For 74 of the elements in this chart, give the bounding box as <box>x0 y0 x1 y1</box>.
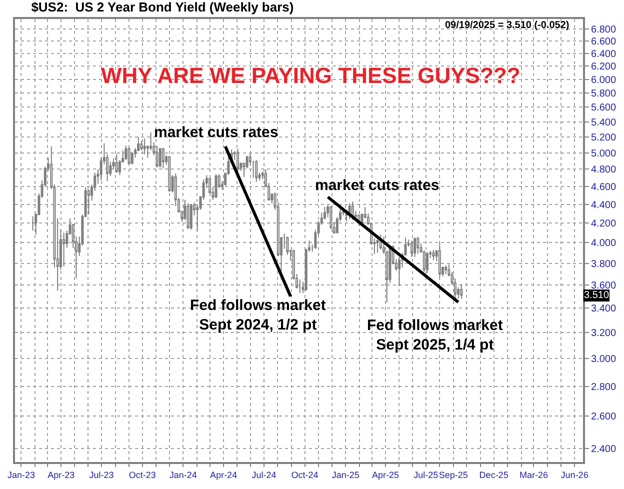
candlestick <box>330 206 332 230</box>
y-tick-label: 6.400 <box>591 48 616 60</box>
y-tick-label: 6.800 <box>591 24 616 36</box>
y-tick-label: 3.000 <box>591 354 616 365</box>
y-tick-label: 3.200 <box>591 328 616 339</box>
candlestick <box>162 147 164 169</box>
annotation: market cuts rates <box>315 177 440 194</box>
y-tick-label: 2.600 <box>591 412 616 423</box>
x-tick-label: Oct-23 <box>128 470 156 480</box>
y-tick-label: 5.200 <box>591 132 616 144</box>
x-tick-label: Apr-24 <box>210 470 238 480</box>
y-tick-label: 3.400 <box>591 304 616 315</box>
x-tick-label: Jul-24 <box>252 470 276 480</box>
chart-title: $US2: US 2 Year Bond Yield (Weekly bars) <box>31 0 294 15</box>
y-tick-label: 6.600 <box>591 36 616 48</box>
x-tick-label: Apr-23 <box>48 470 75 480</box>
candlestick <box>438 243 441 278</box>
candlestick <box>31 216 34 232</box>
annotation: market cuts rates <box>154 124 278 141</box>
candlestick <box>398 256 401 287</box>
x-tick-label: Jan-24 <box>169 470 197 480</box>
y-tick-label: 6.000 <box>591 74 616 86</box>
candlestick <box>416 236 420 254</box>
candlestick <box>414 237 416 258</box>
x-tick-label: Apr-25 <box>372 470 400 480</box>
candlestick <box>140 140 143 151</box>
candlestick <box>143 138 146 155</box>
x-tick-label: Jul-25 <box>414 470 438 480</box>
candlestick <box>410 240 413 258</box>
y-tick-label: 5.800 <box>591 88 616 100</box>
x-tick-label: Sep-25 <box>438 470 468 480</box>
x-tick-label: Mar-26 <box>519 470 548 480</box>
candlestick <box>130 151 134 165</box>
y-tick-label: 3.800 <box>591 258 616 270</box>
annotation: WHY ARE WE PAYING THESE GUYS??? <box>101 63 520 88</box>
y-tick-label: 5.400 <box>591 117 616 128</box>
annotation: 09/19/2025 = 3.510 (-0.052) <box>445 20 570 31</box>
y-tick-label: 6.200 <box>591 62 616 73</box>
x-tick-label: Jan-25 <box>332 470 360 480</box>
candlestick <box>168 156 171 192</box>
annotation: 3.510 <box>584 290 610 301</box>
candlestick <box>156 146 158 168</box>
annotation: Fed follows market Sept 2025, 1/4 pt <box>367 317 503 354</box>
y-tick-label: 2.800 <box>591 382 616 393</box>
y-tick-label: 4.400 <box>591 200 616 211</box>
candlestick <box>214 174 218 198</box>
x-tick-label: Dec-25 <box>479 470 508 480</box>
candlestick <box>460 283 463 300</box>
x-tick-label: Jan-23 <box>7 470 35 480</box>
y-tick-label: 4.000 <box>591 238 616 250</box>
candlestick <box>158 147 162 168</box>
candlestick <box>115 154 118 174</box>
candlestick <box>128 146 130 165</box>
y-tick-label: 3.600 <box>591 280 616 292</box>
y-tick-label: 4.800 <box>591 164 616 176</box>
x-tick-label: Jun-26 <box>560 470 588 480</box>
y-tick-label: 5.000 <box>591 148 616 160</box>
x-tick-label: Oct-24 <box>291 470 318 480</box>
candlestick <box>62 232 66 267</box>
annotation: Fed follows market Sept 2024, 1/2 pt <box>190 297 326 334</box>
y-tick-label: 4.200 <box>591 218 616 230</box>
candlestick <box>432 249 435 261</box>
candlestick <box>351 201 354 221</box>
candlestick <box>190 204 192 230</box>
candlestick <box>426 251 428 274</box>
candlestick <box>444 264 448 275</box>
candlestick <box>236 148 240 172</box>
y-tick-label: 4.600 <box>591 182 616 193</box>
x-tick-label: Jul-23 <box>89 470 114 480</box>
candlestick <box>255 160 258 182</box>
y-tick-label: 5.600 <box>591 102 616 114</box>
candlestick <box>186 202 190 230</box>
candlestick <box>124 145 128 161</box>
y-tick-label: 2.400 <box>591 444 616 455</box>
